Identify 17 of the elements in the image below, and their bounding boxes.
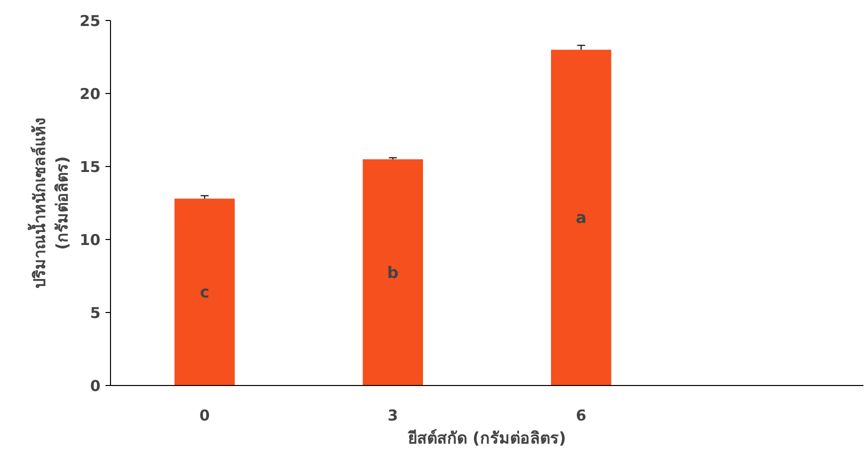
x-tick-label: 6 [576, 406, 586, 424]
y-tick-label: 0 [90, 377, 100, 395]
annotation: a [576, 208, 587, 228]
y-tick-label: 5 [90, 304, 100, 322]
x-tick-label: 0 [199, 406, 210, 424]
y-tick-label: 10 [80, 231, 100, 249]
bar [551, 50, 612, 386]
y-tick-label: 25 [80, 12, 100, 30]
bar [174, 198, 235, 386]
annotation: c [200, 282, 210, 302]
bar [362, 159, 423, 386]
annotation: b [387, 262, 399, 282]
x-tick-label: 3 [388, 406, 398, 424]
y-axis-title: ปริมาณน้ำหนักเซลล์แห้ง (กรัมต่อลิตร) [26, 118, 72, 288]
y-tick-label: 20 [80, 85, 100, 103]
x-axis-title: ยีสต์สกัด (กรัมต่อลิตร) [406, 428, 566, 448]
y-tick-label: 15 [80, 158, 100, 176]
